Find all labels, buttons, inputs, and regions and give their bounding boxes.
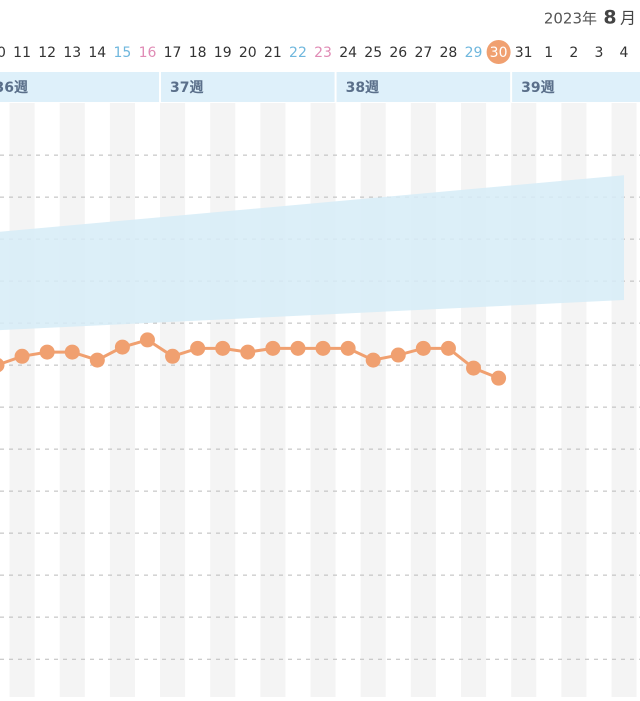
point — [14, 348, 30, 364]
week-label: 36週 — [0, 80, 28, 96]
day-label: 11 — [13, 45, 31, 61]
column-stripe — [310, 103, 336, 697]
month-unit: 月 — [620, 9, 636, 28]
column-stripe — [260, 103, 286, 697]
day-label: 14 — [88, 45, 106, 61]
column-stripe — [9, 103, 35, 697]
week-bar — [0, 72, 640, 102]
day-label: 23 — [314, 45, 332, 61]
point — [0, 358, 5, 373]
target-band — [0, 175, 624, 331]
day-label: 31 — [515, 45, 533, 61]
point — [390, 347, 406, 363]
day-label: 20 — [239, 45, 257, 61]
column-stripe — [59, 103, 85, 697]
day-label: 22 — [289, 45, 307, 61]
point — [340, 340, 356, 356]
day-label: 15 — [113, 45, 131, 61]
day-label: 17 — [164, 45, 182, 61]
day-label: 4 — [620, 45, 629, 61]
point — [415, 340, 431, 356]
column-stripe — [210, 103, 236, 697]
day-label: 30 — [490, 45, 508, 61]
point — [265, 340, 281, 356]
day-label: 27 — [414, 45, 432, 61]
day-label: 25 — [364, 45, 382, 61]
point — [64, 344, 80, 360]
point — [114, 339, 130, 355]
day-label: 21 — [264, 45, 282, 61]
day-label: 2 — [569, 45, 578, 61]
point — [165, 348, 181, 364]
day-label: 24 — [339, 45, 357, 61]
day-label: 19 — [214, 45, 232, 61]
point — [315, 340, 331, 356]
day-label: 13 — [63, 45, 81, 61]
point — [290, 340, 306, 356]
today-marker — [486, 40, 511, 64]
day-label: 26 — [389, 45, 407, 61]
point — [365, 352, 381, 368]
point — [215, 340, 231, 356]
day-label: 16 — [139, 45, 157, 61]
day-label: 10 — [0, 45, 6, 61]
day-label: 1 — [544, 45, 553, 61]
column-stripe — [109, 103, 135, 697]
month-label: 8 — [603, 7, 616, 29]
point — [466, 360, 482, 376]
week-label: 37週 — [170, 80, 203, 96]
day-label: 3 — [594, 45, 603, 61]
week-label: 38週 — [346, 80, 379, 96]
point — [240, 344, 256, 360]
day-label: 12 — [38, 45, 56, 61]
point — [139, 332, 155, 348]
year-label: 2023年 — [544, 10, 597, 28]
point — [491, 370, 507, 386]
day-label: 18 — [189, 45, 207, 61]
day-label: 29 — [465, 45, 483, 61]
point — [190, 340, 206, 356]
point — [440, 340, 456, 356]
column-stripe — [160, 103, 186, 697]
point — [39, 344, 55, 360]
day-label: 28 — [440, 45, 458, 61]
column-stripe — [360, 103, 386, 697]
week-label: 39週 — [521, 80, 554, 96]
column-stripe — [410, 103, 436, 697]
point — [89, 352, 105, 368]
